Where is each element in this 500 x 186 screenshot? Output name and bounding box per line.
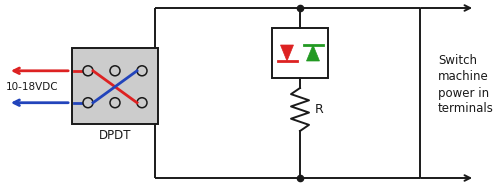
- Text: Switch
machine
power in
terminals: Switch machine power in terminals: [438, 54, 494, 116]
- Text: R: R: [315, 103, 324, 116]
- Bar: [272, 28, 328, 78]
- Circle shape: [83, 98, 93, 108]
- Circle shape: [110, 98, 120, 108]
- Circle shape: [83, 66, 93, 76]
- Circle shape: [137, 66, 147, 76]
- Polygon shape: [280, 45, 293, 61]
- Circle shape: [137, 98, 147, 108]
- Bar: [72, 48, 158, 124]
- Polygon shape: [306, 45, 320, 61]
- Text: DPDT: DPDT: [99, 129, 131, 142]
- Circle shape: [110, 66, 120, 76]
- Text: 10-18VDC: 10-18VDC: [6, 82, 59, 92]
